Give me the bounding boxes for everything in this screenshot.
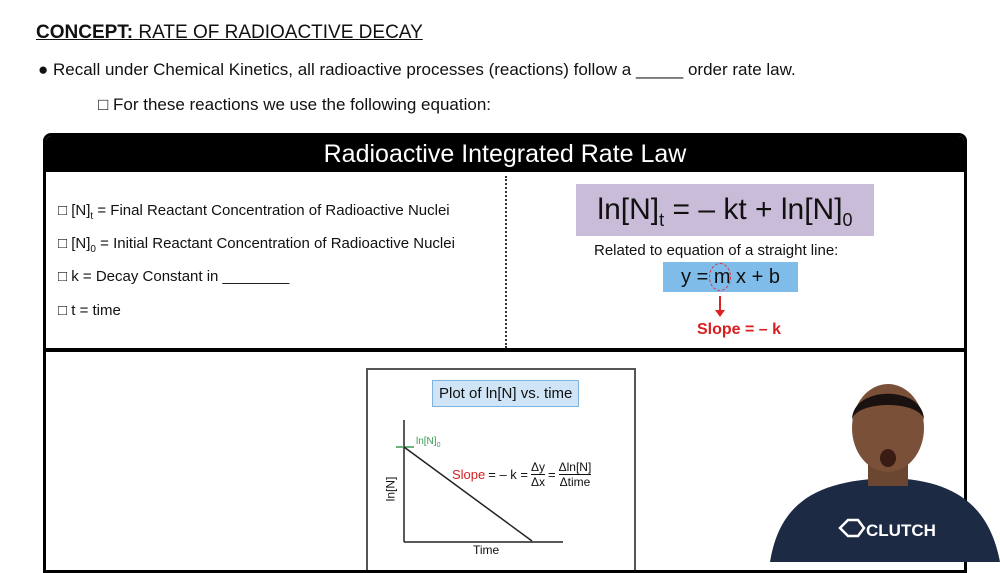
- arrow-down-icon: [719, 296, 721, 312]
- plot-title: Plot of ln[N] vs. time: [432, 380, 580, 407]
- definition-nt: □ [N]t = Final Reactant Concentration of…: [58, 202, 450, 222]
- clutch-logo-icon: [838, 518, 866, 538]
- plot-figure: Plot of ln[N] vs. time ln[N]0 ln[N] Time…: [366, 368, 636, 570]
- definition-t: □ t = time: [58, 302, 121, 319]
- slope-label: Slope = – k: [697, 321, 782, 338]
- slope-formula: Slope = – k = Δy Δx = Δln[N] Δtime: [452, 460, 592, 489]
- definition-n0: □ [N]0 = Initial Reactant Concentration …: [58, 235, 455, 255]
- page-heading: CONCEPT: RATE OF RADIOACTIVE DECAY: [36, 22, 423, 43]
- slope-highlight-circle: [709, 263, 731, 291]
- arrowhead-icon: [715, 310, 725, 317]
- section-divider: [46, 348, 964, 352]
- rate-law-panel: Radioactive Integrated Rate Law □ [N]t =…: [43, 133, 967, 573]
- divider: [505, 176, 507, 348]
- decay-line: [403, 446, 533, 542]
- intercept-label: ln[N]0: [416, 436, 441, 449]
- sub-bullet: □ For these reactions we use the followi…: [98, 95, 491, 114]
- recall-bullet: ● Recall under Chemical Kinetics, all ra…: [38, 60, 796, 79]
- presenter-video: CLUTCH: [770, 384, 1000, 562]
- related-text: Related to equation of a straight line:: [594, 242, 839, 259]
- y-axis-label: ln[N]: [383, 476, 398, 502]
- x-axis-label: Time: [473, 543, 500, 557]
- panel-title: Radioactive Integrated Rate Law: [46, 136, 964, 172]
- clutch-logo: CLUTCH: [866, 521, 936, 540]
- definition-k: □ k = Decay Constant in ________: [58, 268, 290, 285]
- integrated-rate-equation: ln[N]t = – kt + ln[N]0: [576, 184, 874, 236]
- plot-svg: [396, 420, 563, 543]
